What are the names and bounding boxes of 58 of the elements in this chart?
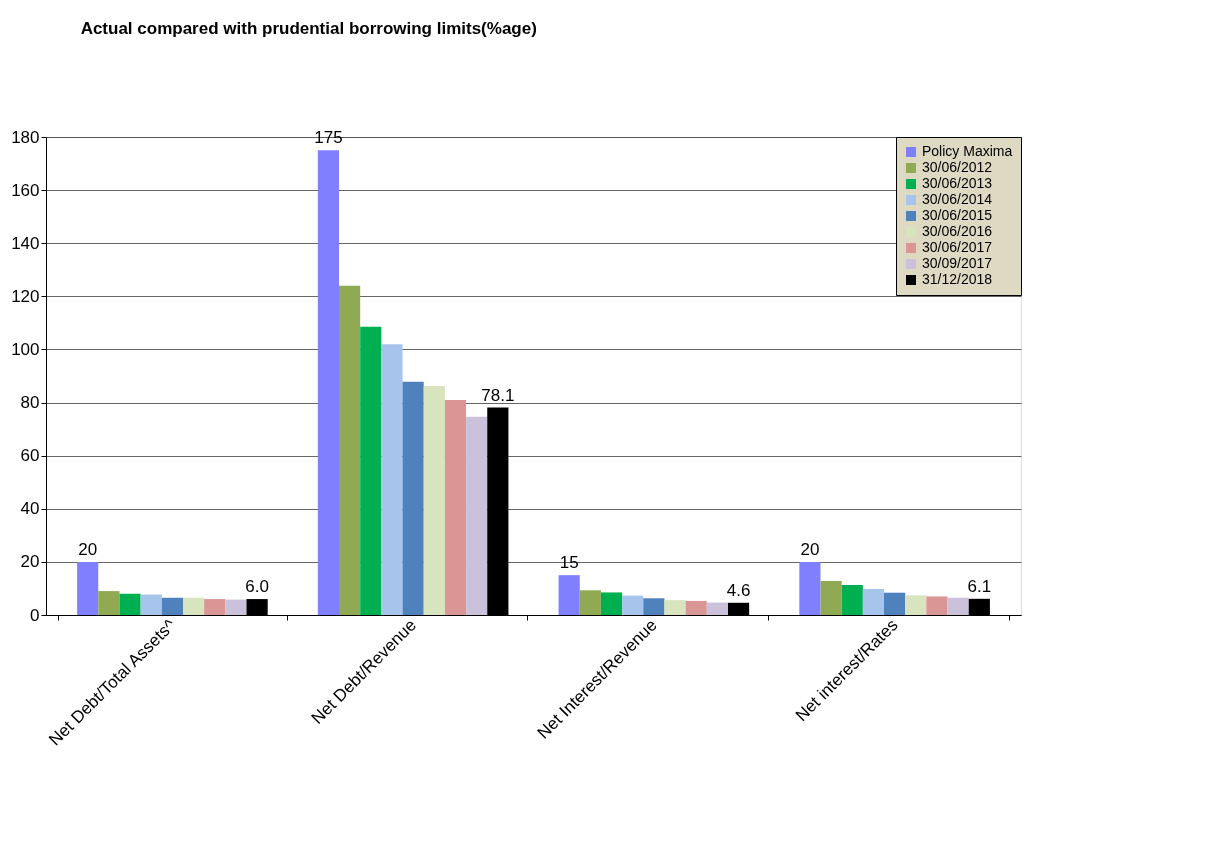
bar bbox=[402, 381, 424, 615]
data-label: 20 bbox=[78, 539, 98, 559]
y-tick-label: 180 bbox=[11, 127, 40, 147]
bar bbox=[600, 592, 623, 615]
bar bbox=[905, 595, 927, 615]
chart-title: Actual compared with prudential borrowing limits(%age) bbox=[80, 19, 537, 38]
bar bbox=[706, 602, 728, 615]
bar bbox=[98, 591, 120, 615]
bar bbox=[339, 285, 361, 615]
bar bbox=[558, 575, 580, 615]
y-tick-label: 0 bbox=[30, 605, 40, 625]
y-tick-label: 40 bbox=[20, 499, 40, 519]
y-tick-label: 60 bbox=[20, 446, 40, 466]
bar bbox=[841, 584, 863, 615]
legend-label: 30/06/2015 bbox=[922, 207, 993, 223]
bar bbox=[317, 150, 340, 615]
legend-label: Policy Maxima bbox=[922, 143, 1013, 159]
bar bbox=[161, 597, 183, 615]
bar bbox=[225, 599, 247, 615]
bar bbox=[820, 581, 842, 615]
data-label: 6.1 bbox=[967, 576, 992, 596]
y-tick-label: 140 bbox=[11, 233, 40, 253]
bar bbox=[685, 600, 707, 615]
bar bbox=[119, 593, 141, 615]
bar bbox=[360, 326, 382, 615]
legend-label: 30/06/2016 bbox=[922, 223, 993, 239]
bar bbox=[862, 588, 885, 615]
bar bbox=[622, 595, 644, 615]
y-tick-label: 80 bbox=[20, 393, 40, 413]
bar bbox=[926, 596, 948, 615]
legend-label: 30/06/2012 bbox=[922, 159, 993, 175]
data-label: 4.6 bbox=[726, 580, 751, 600]
bar bbox=[182, 597, 205, 615]
y-tick-label: 120 bbox=[11, 286, 40, 306]
bar bbox=[423, 386, 445, 615]
bar bbox=[140, 594, 162, 615]
legend-label: 31/12/2018 bbox=[922, 271, 993, 287]
bar bbox=[381, 344, 403, 615]
data-label: 20 bbox=[800, 539, 820, 559]
legend-label: 30/09/2017 bbox=[922, 255, 993, 271]
legend-label: 30/06/2017 bbox=[922, 239, 993, 255]
y-tick-label: 100 bbox=[11, 339, 40, 359]
bar bbox=[884, 592, 906, 615]
data-label: 6.0 bbox=[245, 577, 269, 597]
bar bbox=[643, 598, 665, 615]
y-tick-label: 20 bbox=[20, 552, 40, 572]
bar bbox=[204, 599, 226, 615]
legend-label: 30/06/2014 bbox=[922, 191, 993, 207]
bar bbox=[947, 597, 969, 615]
bar bbox=[466, 416, 488, 615]
y-tick-label: 160 bbox=[11, 180, 40, 200]
bar bbox=[77, 561, 99, 615]
legend-label: 30/06/2013 bbox=[922, 175, 993, 191]
bar bbox=[579, 590, 601, 615]
bar bbox=[799, 561, 821, 615]
bar bbox=[664, 600, 686, 615]
data-label: 78.1 bbox=[481, 385, 515, 405]
bar bbox=[444, 399, 467, 615]
